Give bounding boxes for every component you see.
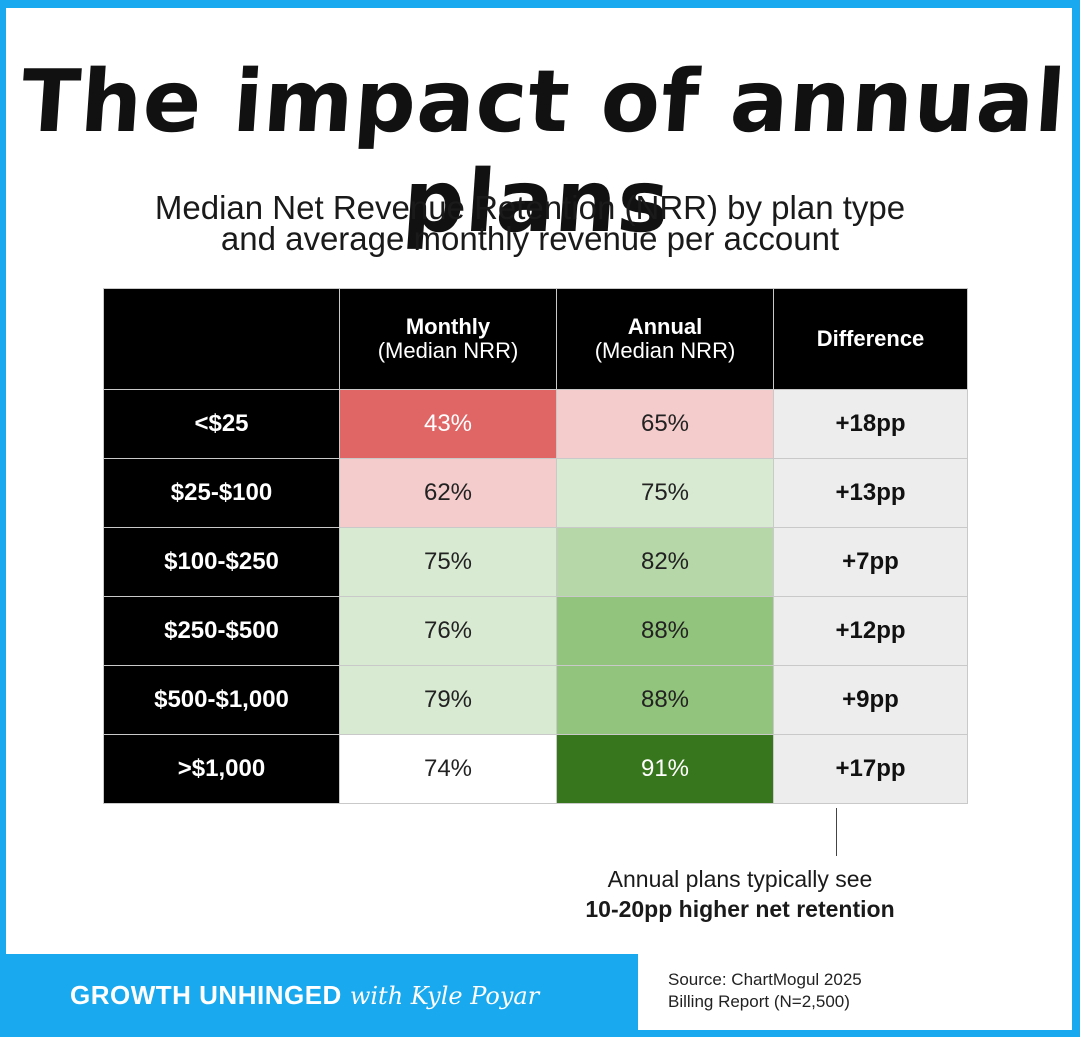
header-corner [103,288,340,390]
header-difference: Difference [773,288,968,390]
table-body: <$25 43% 65% +18pp $25-$100 62% 75% +13pp $100-$… [103,389,968,804]
header-annual: Annual (Median NRR) [556,288,774,390]
callout-line-1: Annual plans typically see [607,866,873,892]
nrr-table: Monthly (Median NRR) Annual (Median NRR)… [103,288,968,804]
row-label: $100-$250 [103,527,340,597]
callout-connector-line [836,808,837,856]
monthly-nrr-cell: 75% [339,527,557,597]
row-label: <$25 [103,389,340,459]
difference-cell: +17pp [773,734,968,804]
annual-nrr-cell: 91% [556,734,774,804]
monthly-nrr-cell: 76% [339,596,557,666]
annual-nrr-cell: 88% [556,665,774,735]
annual-nrr-cell: 75% [556,458,774,528]
difference-cell: +12pp [773,596,968,666]
callout-note: Annual plans typically see 10-20pp highe… [540,864,940,924]
difference-cell: +7pp [773,527,968,597]
table-row: <$25 43% 65% +18pp [103,389,968,459]
table-row: $100-$250 75% 82% +7pp [103,527,968,597]
monthly-nrr-cell: 62% [339,458,557,528]
footer-brand-bar: GROWTH UNHINGED with Kyle Poyar [0,954,638,1037]
header-monthly-subtitle: (Median NRR) [377,338,519,363]
monthly-nrr-cell: 43% [339,389,557,459]
row-label: >$1,000 [103,734,340,804]
subtitle-line-1: Median Net Revenue Retention (NRR) by pl… [154,189,906,226]
source-line-1: Source: ChartMogul 2025 [668,970,862,989]
header-annual-title: Annual [627,314,703,339]
source-line-2: Billing Report (N=2,500) [668,992,850,1011]
row-label: $500-$1,000 [103,665,340,735]
difference-cell: +13pp [773,458,968,528]
table-row: $250-$500 76% 88% +12pp [103,596,968,666]
table-row: $500-$1,000 79% 88% +9pp [103,665,968,735]
row-label: $250-$500 [103,596,340,666]
difference-cell: +18pp [773,389,968,459]
header-monthly: Monthly (Median NRR) [339,288,557,390]
header-row: Monthly (Median NRR) Annual (Median NRR)… [103,288,968,390]
brand-name: GROWTH UNHINGED [70,980,342,1010]
source-note: Source: ChartMogul 2025 Billing Report (… [668,969,1048,1013]
table-row: $25-$100 62% 75% +13pp [103,458,968,528]
header-monthly-title: Monthly [405,314,491,339]
table-row: >$1,000 74% 91% +17pp [103,734,968,804]
header-difference-title: Difference [816,326,925,351]
callout-line-2-bold: 10-20pp higher net retention [585,896,895,922]
annual-nrr-cell: 65% [556,389,774,459]
annual-nrr-cell: 82% [556,527,774,597]
callout-line-2: 10-20pp higher net retention [540,894,940,924]
annual-nrr-cell: 88% [556,596,774,666]
subtitle-line-2: and average monthly revenue per account [220,220,840,257]
brand-byline: with Kyle Poyar [349,981,540,1010]
monthly-nrr-cell: 74% [339,734,557,804]
header-annual-subtitle: (Median NRR) [594,338,736,363]
subtitle: Median Net Revenue Retention (NRR) by pl… [0,189,1060,257]
difference-cell: +9pp [773,665,968,735]
monthly-nrr-cell: 79% [339,665,557,735]
row-label: $25-$100 [103,458,340,528]
